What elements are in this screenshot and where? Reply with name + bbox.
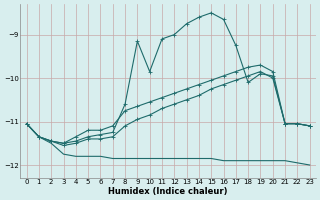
X-axis label: Humidex (Indice chaleur): Humidex (Indice chaleur) xyxy=(108,187,228,196)
